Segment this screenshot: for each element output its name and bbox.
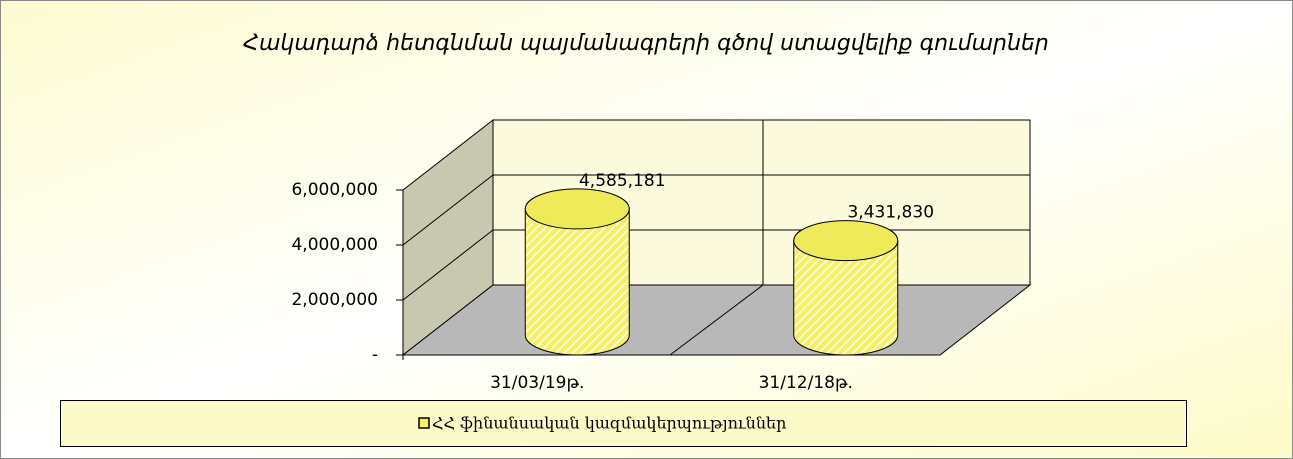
data-label: 3,431,830 xyxy=(847,203,934,223)
y-tick-label: 4,000,000 xyxy=(291,235,378,255)
grid-line xyxy=(402,174,494,246)
bar xyxy=(524,208,630,356)
grid-line xyxy=(402,229,494,301)
legend-label: ՀՀ ֆինանսական կազմակերպություններ xyxy=(432,414,786,433)
legend xyxy=(60,400,1187,447)
data-label: 4,585,181 xyxy=(579,171,666,191)
y-tick-label: 6,000,000 xyxy=(291,180,378,200)
bar xyxy=(793,240,899,356)
y-tick-label: - xyxy=(372,345,378,365)
x-tick-label: 31/12/18թ. xyxy=(759,373,853,393)
y-tick-label: 2,000,000 xyxy=(291,290,378,310)
bar-top xyxy=(524,188,630,230)
divider xyxy=(669,284,764,356)
legend-swatch xyxy=(418,417,430,429)
x-tick-label: 31/03/19թ. xyxy=(490,373,584,393)
chart-title: Հակադարձ հետգնման պայմանագրերի գծով ստաց… xyxy=(243,31,1049,56)
bar-top xyxy=(793,220,899,262)
